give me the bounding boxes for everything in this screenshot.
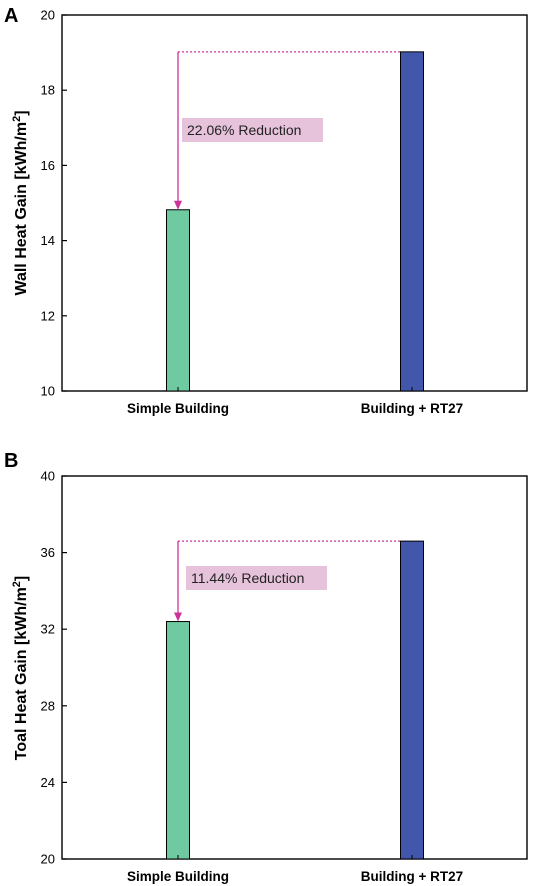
panel-a-letter: A	[4, 5, 18, 27]
bar-simple-building	[166, 621, 190, 860]
x-category-label: Simple Building	[127, 869, 229, 884]
panel-b-plot-frame	[61, 475, 528, 860]
y-tick-label: 32	[41, 622, 55, 637]
reduction-label-box	[182, 118, 323, 142]
panel-b: B 20 24 28 32 36 40 Simple Building Building +…	[4, 450, 528, 884]
panel-a-y-ticks: 10 12 14 16 18 20	[41, 8, 67, 399]
reduction-label: 11.44% Reduction	[191, 570, 304, 586]
panel-a-bars	[166, 51, 424, 392]
y-tick-label: 20	[41, 8, 55, 23]
y-tick-label: 16	[41, 158, 55, 173]
panel-b-annotation: 11.44% Reduction	[174, 540, 401, 622]
x-category-label: Building + RT27	[361, 869, 463, 884]
panel-a: A 10 12 14 16 18 20 Simple Building Building +…	[4, 5, 528, 416]
x-category-label: Simple Building	[127, 401, 229, 416]
panel-b-letter: B	[4, 450, 18, 472]
bar-building-rt27	[400, 51, 424, 392]
bar-simple-building	[166, 209, 190, 392]
reduction-label: 22.06% Reduction	[187, 122, 301, 138]
y-tick-label: 40	[41, 469, 55, 484]
reduction-label-box	[186, 566, 327, 590]
reduction-arrowhead	[174, 612, 182, 622]
y-tick-label: 28	[41, 698, 55, 713]
panel-b-y-ticks: 20 24 28 32 36 40	[41, 469, 67, 867]
panel-a-category-labels: Simple Building Building + RT27	[127, 387, 463, 416]
y-tick-label: 14	[41, 233, 55, 248]
panel-b-category-labels: Simple Building Building + RT27	[127, 855, 463, 884]
panel-a-y-axis-label: Wall Heat Gain [kWh/m2]	[11, 110, 30, 295]
y-tick-label: 24	[41, 775, 55, 790]
bar-building-rt27	[400, 540, 424, 860]
y-tick-label: 12	[41, 308, 55, 323]
y-tick-label: 10	[41, 384, 55, 399]
y-tick-label: 20	[41, 852, 55, 867]
y-tick-label: 18	[41, 83, 55, 98]
panel-a-annotation: 22.06% Reduction	[174, 51, 401, 210]
panel-a-plot-frame	[61, 14, 528, 392]
y-tick-label: 36	[41, 545, 55, 560]
reduction-arrowhead	[174, 200, 182, 210]
panel-b-y-axis-label: Toal Heat Gain [kWh/m2]	[11, 576, 30, 761]
x-category-label: Building + RT27	[361, 401, 463, 416]
